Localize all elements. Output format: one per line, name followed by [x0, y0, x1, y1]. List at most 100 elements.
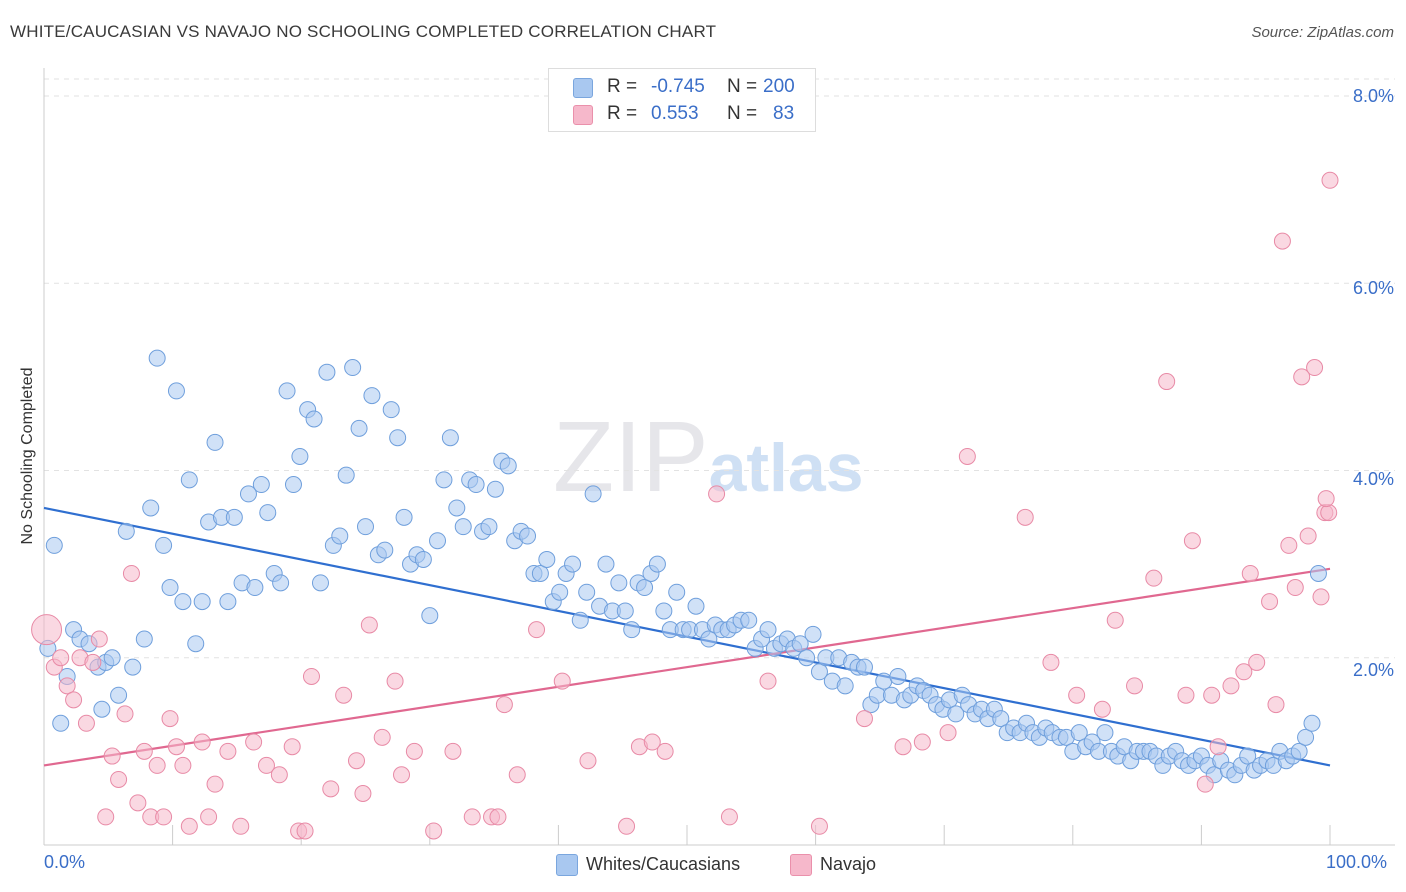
r-label: R = [607, 76, 638, 97]
navajo-point [958, 447, 976, 465]
whites-point [687, 597, 705, 615]
navajo-point [129, 794, 147, 812]
whites-point [875, 672, 893, 690]
whites-point [382, 401, 400, 419]
data-points [31, 171, 1339, 840]
navajo-point [810, 817, 828, 835]
navajo-point [90, 630, 108, 648]
whites-point [578, 583, 596, 601]
navajo-point [110, 770, 128, 788]
navajo-point [180, 817, 198, 835]
navajo-point [1235, 663, 1253, 681]
navajo-point [1248, 653, 1266, 671]
whites-point [1070, 724, 1088, 742]
y-tick-label: 6.0% [1352, 278, 1394, 298]
whites-point [148, 349, 166, 367]
watermark: ZIPatlas [553, 400, 864, 515]
whites-point [246, 579, 264, 597]
whites-point [499, 457, 517, 475]
navajo-point [656, 742, 674, 760]
whites-point [1239, 747, 1257, 765]
navajo-point [855, 710, 873, 728]
navajo-point [1209, 738, 1227, 756]
navajo-point [354, 785, 372, 803]
whites-point [291, 447, 309, 465]
whites-point [448, 499, 466, 517]
whites-point [174, 593, 192, 611]
n-value: 83 [773, 103, 795, 124]
navajo-point [1320, 504, 1338, 522]
navajo-point [1126, 677, 1144, 695]
navajo-point [1241, 564, 1259, 582]
whites-point [454, 518, 472, 536]
navajo-point [167, 738, 185, 756]
whites-point [538, 550, 556, 568]
navajo-point [257, 756, 275, 774]
navajo-point [444, 742, 462, 760]
navajo-point [618, 817, 636, 835]
navajo-point [219, 742, 237, 760]
whites-point [610, 574, 628, 592]
whites-point [414, 550, 432, 568]
correlation-legend: R = -0.745 N = 200 R = 0.553 N = 83 [548, 68, 816, 132]
navajo-point [1093, 700, 1111, 718]
navajo-point [1317, 490, 1335, 508]
navajo-point [360, 616, 378, 634]
navajo-point [1267, 696, 1285, 714]
whites-point [421, 607, 439, 625]
axes [43, 68, 1395, 846]
navajo-point [1042, 653, 1060, 671]
navajo-point [296, 822, 314, 840]
navajo-point [174, 756, 192, 774]
whites-point [889, 667, 907, 685]
navajo-point [373, 728, 391, 746]
whites-point [239, 485, 257, 503]
whites-point [486, 480, 504, 498]
navajo-point [759, 672, 777, 690]
whites-point [389, 429, 407, 447]
whites-point [318, 363, 336, 381]
navajo-point [103, 747, 121, 765]
navajo-point [1106, 611, 1124, 629]
whites-point [225, 508, 243, 526]
y-tick-label: 4.0% [1352, 469, 1394, 489]
navajo-point [148, 756, 166, 774]
navajo-point [579, 752, 597, 770]
navajo-point [913, 733, 931, 751]
whites-point [337, 466, 355, 484]
whites-point [836, 677, 854, 695]
navajo-point [1145, 569, 1163, 587]
navajo-point [322, 780, 340, 798]
whites-point [804, 625, 822, 643]
navajo-point [97, 808, 115, 826]
whites-point [124, 658, 142, 676]
navajo-point [1280, 536, 1298, 554]
navajo-point [270, 766, 288, 784]
whites-point [161, 579, 179, 597]
navajo-point [1068, 686, 1086, 704]
navajo-point [489, 808, 507, 826]
r-label: R = [607, 103, 638, 124]
navajo-point [77, 714, 95, 732]
navajo-point [31, 614, 63, 646]
navajo-point [1306, 359, 1324, 377]
legend-swatch [556, 854, 578, 876]
navajo-point [1286, 579, 1304, 597]
navajo-point [1222, 677, 1240, 695]
whites-point [350, 419, 368, 437]
navajo-point [302, 667, 320, 685]
whites-point [193, 593, 211, 611]
navajo-point [1273, 232, 1291, 250]
navajo-point [1016, 508, 1034, 526]
navajo-point [528, 621, 546, 639]
navajo-point [65, 691, 83, 709]
whites-point [700, 630, 718, 648]
gridlines [44, 78, 1395, 659]
navajo-trend-line [43, 567, 1331, 767]
navajo-point [495, 696, 513, 714]
navajo-point [232, 817, 250, 835]
whites-point [551, 583, 569, 601]
whites-point [623, 621, 641, 639]
legend-swatch [573, 105, 593, 125]
navajo-point [708, 485, 726, 503]
